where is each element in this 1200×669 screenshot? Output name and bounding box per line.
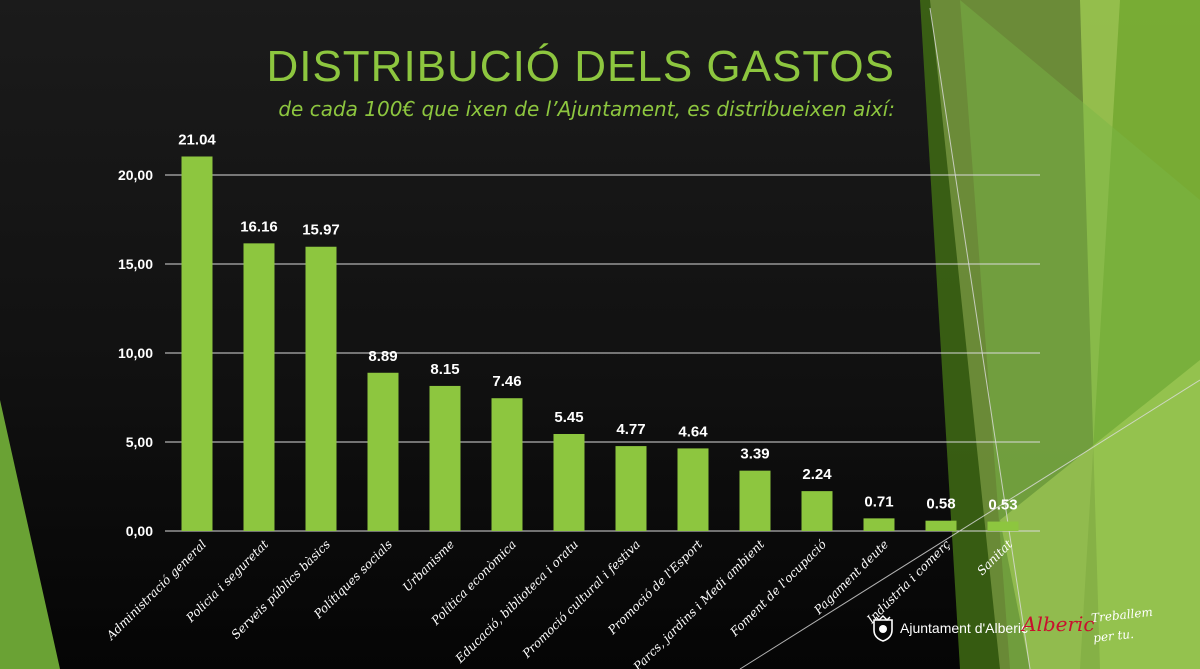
bar [925,520,957,531]
data-label: 8.15 [430,361,459,378]
chart-title: DISTRIBUCIÓ DELS GASTOS [266,42,895,91]
bar [987,521,1019,531]
bar [801,491,833,531]
data-label: 4.64 [678,423,708,440]
y-tick-label: 15,00 [118,256,153,272]
bar [367,372,399,531]
town-crest-icon [873,615,893,642]
x-category-label: Educació, biblioteca i oratu [452,537,581,666]
data-label: 21.04 [178,131,216,148]
data-label: 5.45 [554,409,583,426]
data-label: 7.46 [492,373,521,390]
bar [429,385,461,531]
chart-subtitle: de cada 100€ que ixen de l’Ajuntament, e… [278,97,895,121]
bar [305,246,337,531]
data-label: 15.97 [302,222,340,239]
bar [739,470,771,531]
x-category-label: Sanitat [974,537,1015,578]
y-tick-label: 10,00 [118,345,153,361]
slogan: Treballem per tu. [1090,604,1154,646]
bar [615,446,647,531]
x-category-label: Parcs, jardins i Medi ambient [630,537,767,669]
bar [863,518,895,531]
data-label: 4.77 [616,421,645,438]
data-label: 3.39 [740,446,769,463]
x-category-label: Administració general [103,537,209,643]
data-label: 2.24 [802,466,832,483]
bars: 21.04 16.16 15.97 8.89 8.15 7.46 5.45 4.77 4.64 3… [178,131,1019,532]
footer-branding: Ajuntament d'Alberic [872,614,1028,642]
bar [677,448,709,531]
grid-lines [165,174,1040,532]
bar [181,156,213,531]
bar [243,243,275,532]
data-label: 16.16 [240,218,278,235]
y-axis-ticks: 0,00 5,00 10,00 15,00 20,00 [118,167,153,539]
data-label: 0.53 [988,497,1017,514]
data-label: 0.71 [864,493,893,510]
x-category-label: Urbanisme [400,537,457,594]
y-tick-label: 5,00 [126,434,153,450]
y-tick-label: 20,00 [118,167,153,183]
data-label: 0.58 [926,496,955,513]
x-category-label: Promoció cultural i festiva [519,537,643,661]
data-label: 8.89 [368,348,397,365]
bar [553,433,585,531]
alberic-logo: Alberic [1022,612,1095,636]
y-tick-label: 0,00 [126,523,153,539]
bar [491,398,523,531]
org-name: Ajuntament d'Alberic [900,620,1028,636]
